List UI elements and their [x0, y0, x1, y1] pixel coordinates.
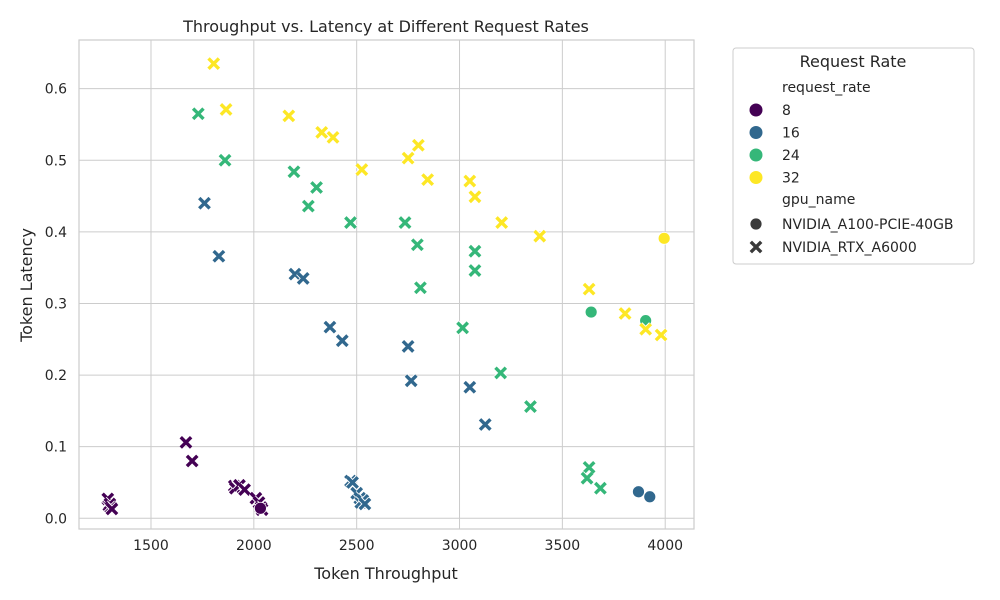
legend-swatch [749, 171, 763, 184]
data-point-rate-16 [401, 339, 416, 354]
data-point-rate-32 [354, 162, 369, 177]
data-point-rate-16 [287, 267, 303, 282]
legend-hue-entries: 8 16 24 32 [749, 103, 800, 187]
data-point-rate-16 [357, 496, 372, 511]
data-point-rate-24 [301, 199, 316, 214]
data-point-rate-24 [455, 320, 470, 335]
data-point-rate-16 [632, 485, 645, 499]
data-point-rate-16 [197, 196, 212, 211]
data-point-rate-32 [281, 108, 296, 123]
data-point-rate-8 [178, 435, 193, 450]
data-point-rate-32 [582, 282, 597, 297]
data-point-rate-16 [322, 320, 337, 335]
data-point-rate-24 [584, 305, 598, 319]
data-point-rate-16 [345, 475, 360, 490]
data-point-rate-32 [654, 327, 669, 343]
plot-area [78, 39, 695, 530]
data-point-rate-32 [618, 306, 633, 321]
x-tick-label: 3500 [545, 538, 581, 554]
y-tick-label: 0.4 [45, 225, 67, 241]
data-point-rate-24 [286, 164, 301, 179]
data-point-rate-16 [643, 490, 657, 504]
legend-title: Request Rate [800, 52, 907, 71]
y-tick-label: 0.5 [45, 153, 67, 169]
legend-hue-label: 16 [782, 126, 800, 142]
y-tick-label: 0.3 [45, 296, 67, 312]
data-point-rate-32 [467, 189, 482, 204]
legend-hue-label: 32 [782, 171, 800, 187]
legend-style-label: NVIDIA_A100-PCIE-40GB [782, 217, 954, 233]
axis-ticks: 1500 2000 2500 3000 3500 4000 0.0 0.1 0.2 0.3 0.4 0… [45, 82, 683, 554]
data-point-rate-16 [211, 249, 226, 264]
data-point-rate-32 [401, 151, 416, 166]
legend-swatch [749, 103, 763, 117]
legend-swatch [749, 148, 763, 162]
data-point-rate-24 [217, 153, 233, 168]
data-point-rate-16 [404, 373, 419, 388]
legend-hue-label: 8 [782, 103, 791, 119]
legend-hue-label: 24 [782, 148, 800, 164]
data-point-rate-32 [657, 231, 671, 245]
data-point-rate-32 [325, 130, 341, 145]
x-tick-label: 2500 [339, 538, 375, 554]
data-point-rate-32 [532, 229, 547, 244]
y-tick-label: 0.6 [45, 82, 67, 98]
data-point-rate-32 [494, 215, 509, 230]
y-tick-label: 0.1 [45, 440, 67, 456]
data-point-rate-24 [593, 481, 608, 496]
data-point-rate-24 [580, 471, 595, 486]
data-point-rate-24 [309, 180, 324, 195]
chart-title: Throughput vs. Latency at Different Requ… [182, 17, 589, 36]
y-axis-title: Token Latency [17, 228, 36, 343]
data-point-rate-32 [314, 125, 329, 140]
data-point-rate-24 [582, 460, 597, 475]
data-point-rate-8 [254, 501, 267, 515]
data-point-rate-24 [410, 237, 425, 252]
legend-swatch [749, 126, 763, 139]
data-point-rate-24 [467, 244, 482, 259]
data-point-rate-32 [462, 174, 477, 189]
data-point-rate-24 [413, 280, 428, 295]
x-tick-label: 2000 [236, 538, 272, 554]
x-tick-label: 3000 [442, 538, 478, 554]
data-point-rate-8 [237, 482, 252, 497]
data-point-rate-24 [343, 215, 358, 230]
legend-style-label: NVIDIA_RTX_A6000 [782, 240, 917, 256]
legend-style-entries: NVIDIA_A100-PCIE-40GB NVIDIA_RTX_A6000 [748, 217, 954, 256]
data-point-rate-24 [493, 365, 508, 380]
data-point-rate-32 [420, 172, 435, 187]
legend: Request Rate request_rate 8 16 24 32 gpu_na… [732, 47, 975, 265]
data-point-rate-8 [185, 453, 200, 469]
legend-hue-header: request_rate [782, 80, 871, 96]
data-point-rate-16 [296, 271, 311, 286]
data-point-rate-32 [206, 56, 221, 71]
legend-box [732, 47, 975, 265]
y-tick-label: 0.0 [45, 511, 67, 527]
data-point-rate-24 [467, 263, 482, 278]
data-point-rate-16 [462, 380, 477, 395]
legend-marker-circle [749, 217, 763, 231]
data-point-rate-16 [478, 417, 493, 432]
data-points [100, 56, 671, 517]
data-point-rate-32 [219, 102, 234, 117]
x-axis-title: Token Throughput [313, 564, 458, 583]
legend-style-header: gpu_name [782, 192, 855, 208]
data-point-rate-8 [104, 501, 119, 516]
data-point-rate-24 [523, 399, 538, 414]
x-tick-label: 4000 [647, 538, 683, 554]
x-tick-label: 1500 [133, 538, 169, 554]
y-tick-label: 0.2 [45, 368, 67, 384]
data-point-rate-16 [335, 333, 350, 348]
data-point-rate-32 [638, 322, 653, 337]
data-point-rate-24 [397, 215, 413, 230]
data-point-rate-24 [191, 106, 206, 121]
legend-marker-x [748, 239, 764, 255]
data-point-rate-32 [411, 138, 426, 153]
